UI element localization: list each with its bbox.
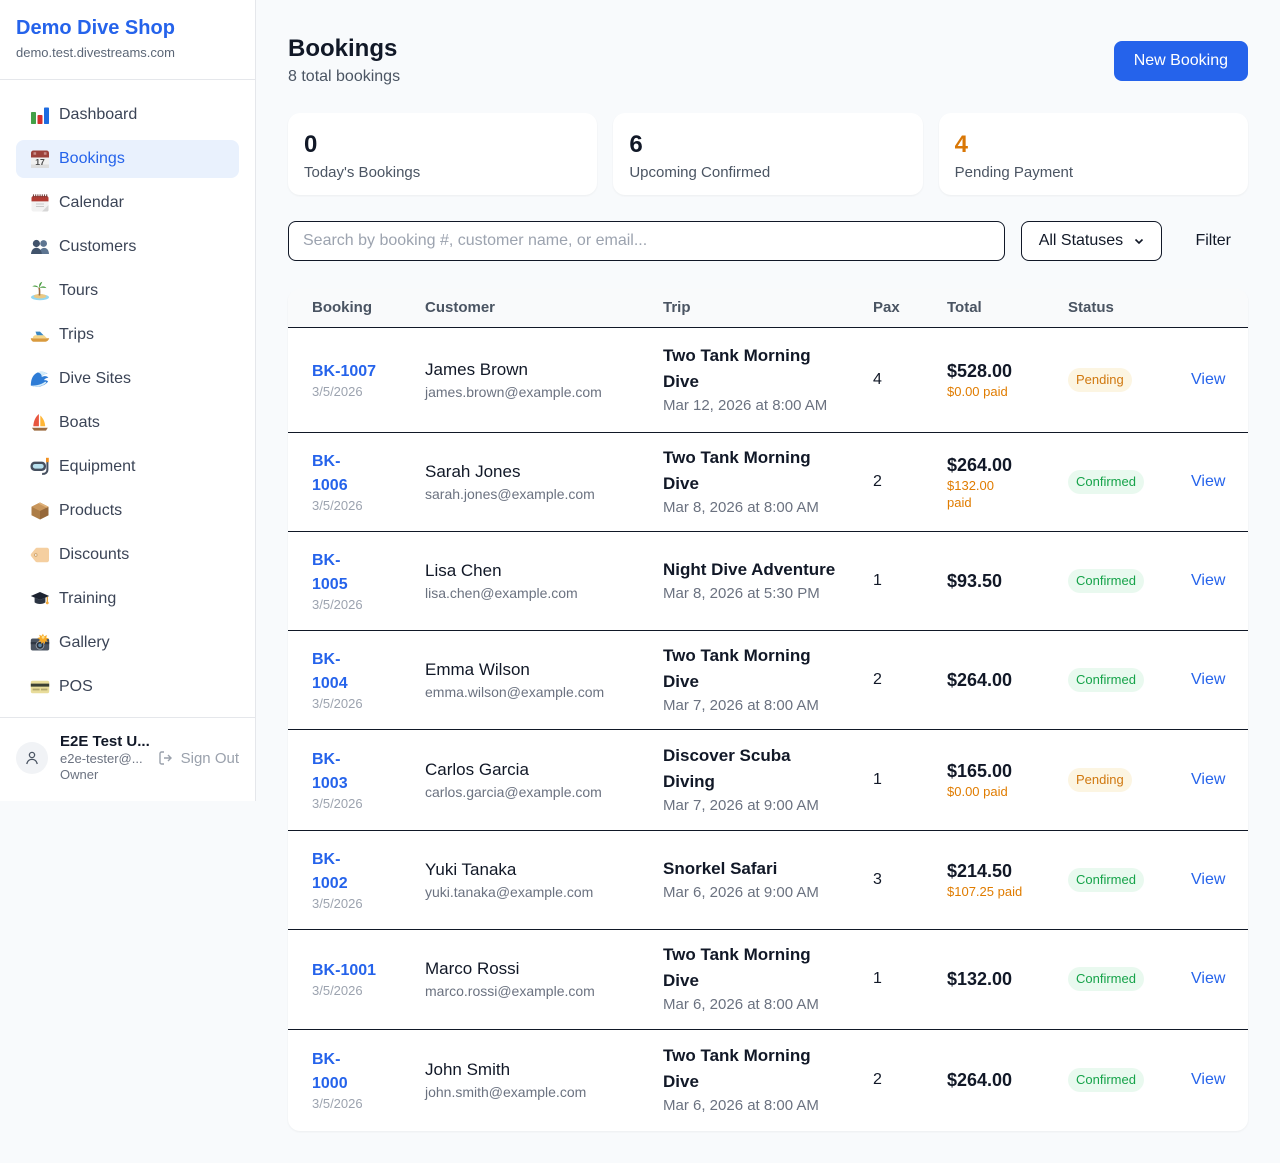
svg-text:17: 17 xyxy=(35,157,45,167)
